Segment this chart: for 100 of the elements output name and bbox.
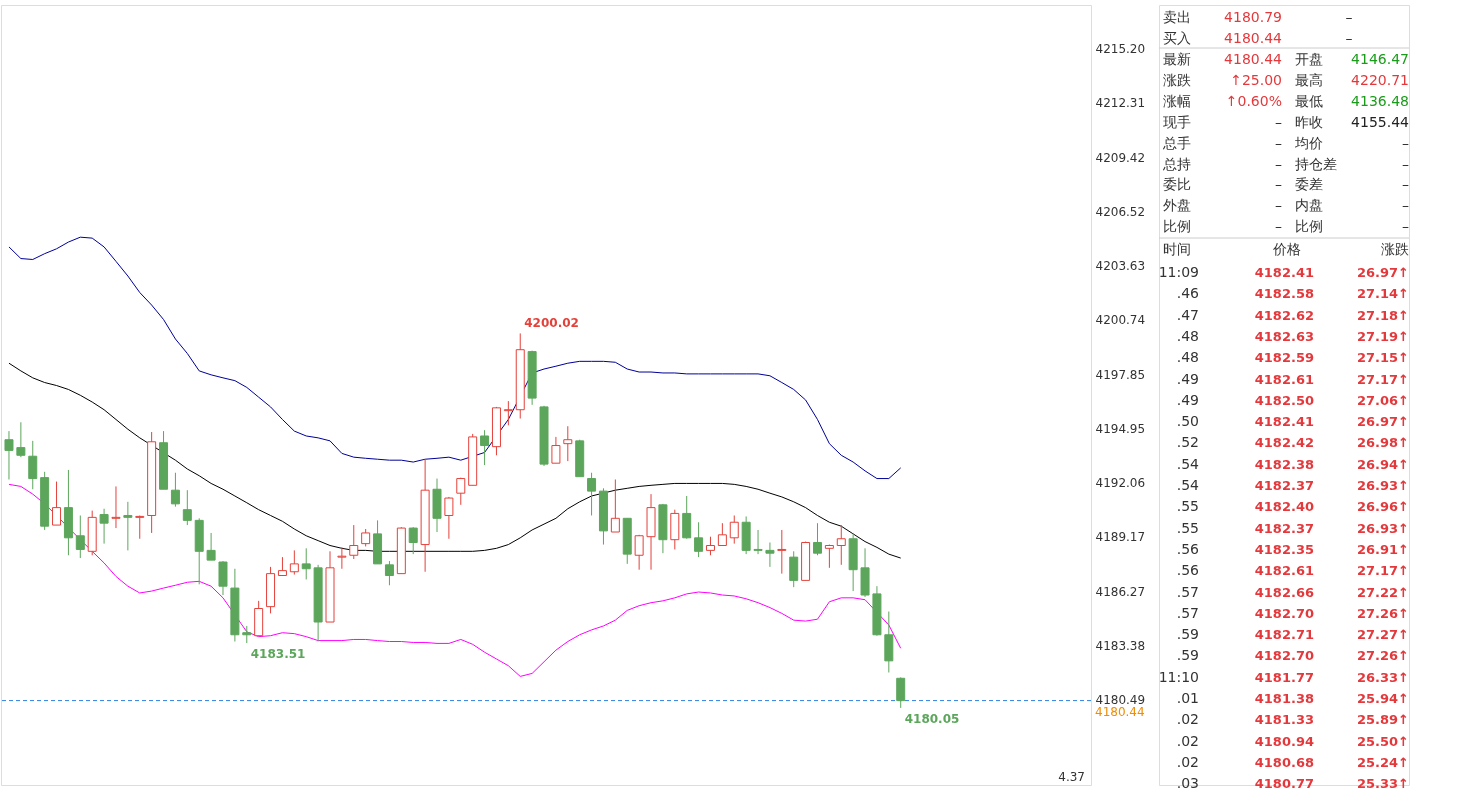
text: 时间: [1163, 241, 1191, 257]
candlestick: [123, 501, 133, 551]
text: 4182.40: [1254, 499, 1314, 515]
text: –: [1275, 155, 1282, 172]
text: 4182.62: [1254, 307, 1314, 323]
text: 4182.59: [1254, 350, 1314, 366]
text: 25.33↑: [1356, 776, 1409, 792]
text: 27.19↑: [1356, 328, 1409, 344]
candlestick: [836, 524, 846, 566]
candlestick: [705, 536, 715, 556]
text: .55: [1176, 519, 1199, 536]
text: 4180.68: [1254, 754, 1314, 770]
text: .48: [1176, 349, 1199, 366]
text: 4182.35: [1254, 541, 1314, 557]
candlestick: [4, 430, 14, 480]
candlestick: [16, 421, 26, 458]
text: 最高: [1295, 71, 1323, 88]
y-tick-label: 4189.17: [1095, 530, 1146, 545]
text: .56: [1176, 540, 1200, 557]
y-tick-label: 4183.38: [1095, 638, 1146, 653]
y-tick-label: 4215.20: [1095, 42, 1146, 57]
candlestick: [349, 524, 359, 560]
text: 4182.37: [1254, 520, 1314, 536]
text: 价格: [1272, 241, 1301, 257]
text: 涨幅: [1163, 92, 1191, 109]
text: 最低: [1295, 92, 1323, 109]
text: 4155.44: [1351, 113, 1410, 130]
text: 4180.79: [1224, 9, 1282, 25]
text: 25.89↑: [1356, 712, 1409, 728]
annotation: 4183.51: [250, 647, 306, 662]
candlestick: [812, 522, 822, 556]
candlestick: [753, 529, 763, 555]
text: 买入: [1163, 30, 1191, 46]
text: 4136.48: [1351, 92, 1409, 109]
text: 4180.77: [1254, 776, 1314, 792]
y-tick-label: 4197.85: [1095, 367, 1146, 382]
candlestick: [551, 436, 561, 464]
text: –: [1402, 155, 1409, 172]
text: 4182.58: [1254, 286, 1314, 302]
text: 26.97↑: [1356, 414, 1409, 430]
candlestick: [111, 485, 121, 529]
text: –: [1275, 113, 1282, 130]
text: .57: [1176, 583, 1199, 600]
text: 委比: [1163, 176, 1191, 193]
text: 均价: [1294, 134, 1323, 151]
text: 26.93↑: [1356, 520, 1409, 536]
text: .57: [1176, 604, 1199, 621]
candlestick: [384, 560, 394, 586]
text: 4182.66: [1254, 584, 1314, 600]
text: 26.98↑: [1356, 435, 1409, 451]
text: .48: [1176, 327, 1199, 344]
text: 昨收: [1295, 113, 1323, 130]
text: 总持: [1162, 155, 1191, 172]
text: .02: [1176, 753, 1199, 770]
text: 外盘: [1163, 197, 1191, 214]
text: 4182.70: [1254, 648, 1314, 664]
y-tick-label: 4192.06: [1095, 476, 1146, 491]
y-tick-label: 4212.31: [1095, 96, 1146, 111]
text: .02: [1176, 711, 1199, 728]
text: 比例: [1295, 218, 1323, 235]
text: 26.91↑: [1356, 541, 1409, 557]
text: 4182.70: [1254, 605, 1314, 621]
candlestick: [301, 547, 311, 580]
text: 4146.47: [1351, 51, 1409, 67]
text: 27.22↑: [1356, 584, 1409, 600]
candlestick: [729, 515, 739, 545]
candlestick: [444, 496, 454, 540]
text: ↑0.60%: [1225, 92, 1282, 109]
text: 27.15↑: [1356, 350, 1409, 366]
text: 26.94↑: [1356, 456, 1409, 472]
text: 4182.38: [1254, 456, 1314, 472]
text: 4180.94: [1254, 733, 1314, 749]
line-series: [8, 483, 902, 677]
candlestick: [135, 515, 145, 540]
text: 4182.41: [1254, 265, 1314, 280]
text: .01: [1176, 690, 1199, 706]
text: –: [1275, 197, 1282, 214]
text: .52: [1176, 434, 1199, 451]
text: .49: [1176, 391, 1199, 408]
candlestick: [75, 515, 85, 559]
text: .56: [1176, 562, 1200, 579]
text: .46: [1176, 285, 1200, 302]
text: 25.94↑: [1356, 691, 1409, 706]
text: 最新: [1163, 51, 1191, 67]
candlestick: [99, 508, 109, 545]
text: 总手: [1162, 134, 1191, 151]
candlestick: [456, 477, 466, 506]
y-tick-label: 4209.42: [1095, 150, 1146, 165]
text: .55: [1176, 498, 1199, 515]
text: 25.50↑: [1356, 733, 1409, 749]
text: 涨跌: [1381, 241, 1409, 257]
text: –: [1275, 176, 1282, 193]
candlestick: [587, 472, 597, 516]
candlestick: [52, 481, 62, 526]
text: 比例: [1163, 218, 1191, 235]
text: .54: [1176, 455, 1200, 472]
y-tick-label: 4200.74: [1095, 313, 1146, 328]
text: 27.06↑: [1356, 392, 1409, 408]
text: 4182.71: [1254, 627, 1314, 643]
text: 27.14↑: [1356, 286, 1409, 302]
